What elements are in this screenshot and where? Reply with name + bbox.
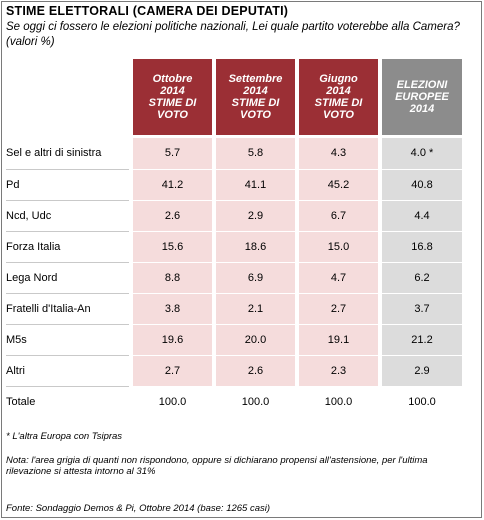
value-cell: 4.7 [295, 262, 380, 294]
header-june-2014: Giugno 2014 STIME DI VOTO [295, 59, 380, 135]
header-line: VOTO [240, 109, 271, 121]
value-cell: 2.6 [129, 200, 214, 232]
header-line: 2014 [409, 103, 435, 115]
header-line: Giugno [319, 73, 358, 85]
value-cell: 2.7 [295, 293, 380, 325]
value-cell: 100.0 [295, 386, 380, 417]
total-label: Totale [6, 386, 131, 417]
value-cell: 19.1 [295, 324, 380, 356]
table-row: Forza Italia 15.6 18.6 15.0 16.8 [6, 231, 462, 263]
table-row: Sel e altri di sinistra 5.7 5.8 4.3 4.0 * [6, 138, 462, 170]
party-name: Lega Nord [6, 262, 131, 294]
value-cell: 41.2 [129, 169, 214, 201]
value-cell: 40.8 [378, 169, 462, 201]
party-name: Sel e altri di sinistra [6, 138, 131, 170]
value-cell: 16.8 [378, 231, 462, 263]
page-title: STIME ELETTORALI (CAMERA DEI DEPUTATI) [6, 4, 289, 18]
value-cell: 15.0 [295, 231, 380, 263]
value-cell: 18.6 [212, 231, 297, 263]
table-row: M5s 19.6 20.0 19.1 21.2 [6, 324, 462, 356]
value-cell: 100.0 [129, 386, 214, 417]
party-name: Altri [6, 355, 131, 387]
header-european-elections-2014: ELEZIONI EUROPEE 2014 [378, 59, 462, 135]
value-cell: 3.7 [378, 293, 462, 325]
total-row: Totale 100.0 100.0 100.0 100.0 [6, 386, 462, 417]
party-name: Fratelli d'Italia-An [6, 293, 131, 325]
source: Fonte: Sondaggio Demos & Pi, Ottobre 201… [6, 503, 271, 514]
value-cell: 2.9 [212, 200, 297, 232]
vote-estimates-table: Ottobre 2014 STIME DI VOTO Settembre 201… [6, 59, 462, 417]
header-line: STIME DI [231, 97, 280, 109]
value-cell: 2.9 [378, 355, 462, 387]
value-cell: 2.1 [212, 293, 297, 325]
header-line: ELEZIONI [396, 79, 448, 91]
table-row: Altri 2.7 2.6 2.3 2.9 [6, 355, 462, 387]
value-cell: 2.7 [129, 355, 214, 387]
table-row: Lega Nord 8.8 6.9 4.7 6.2 [6, 262, 462, 294]
value-cell: 15.6 [129, 231, 214, 263]
header-line: 2014 [243, 85, 268, 97]
header-line: EUROPEE [395, 91, 449, 103]
header-line: VOTO [157, 109, 188, 121]
header-line: Settembre [228, 73, 283, 85]
header-october-2014: Ottobre 2014 STIME DI VOTO [129, 59, 214, 135]
party-name: Pd [6, 169, 131, 201]
table-row: Fratelli d'Italia-An 3.8 2.1 2.7 3.7 [6, 293, 462, 325]
header-line: STIME DI [314, 97, 363, 109]
party-name: Forza Italia [6, 231, 131, 263]
header-september-2014: Settembre 2014 STIME DI VOTO [212, 59, 297, 135]
party-name: M5s [6, 324, 131, 356]
value-cell: 6.9 [212, 262, 297, 294]
value-cell: 21.2 [378, 324, 462, 356]
table-row: Ncd, Udc 2.6 2.9 6.7 4.4 [6, 200, 462, 232]
header-line: STIME DI [148, 97, 197, 109]
value-cell: 3.8 [129, 293, 214, 325]
question-subtitle: Se oggi ci fossero le elezioni politiche… [6, 21, 460, 48]
value-cell: 100.0 [212, 386, 297, 417]
header-line: 2014 [160, 85, 185, 97]
value-cell: 6.2 [378, 262, 462, 294]
value-cell: 20.0 [212, 324, 297, 356]
value-cell: 4.0 * [378, 138, 462, 170]
value-cell: 6.7 [295, 200, 380, 232]
value-cell: 4.3 [295, 138, 380, 170]
value-cell: 4.4 [378, 200, 462, 232]
value-cell: 5.8 [212, 138, 297, 170]
note: Nota: l'area grigia di quanti non rispon… [6, 455, 428, 477]
footnote: * L'altra Europa con Tsipras [6, 431, 123, 442]
value-cell: 2.6 [212, 355, 297, 387]
header-line: Ottobre [152, 73, 193, 85]
value-cell: 45.2 [295, 169, 380, 201]
value-cell: 8.8 [129, 262, 214, 294]
value-cell: 2.3 [295, 355, 380, 387]
header-line: 2014 [326, 85, 351, 97]
header-row: Ottobre 2014 STIME DI VOTO Settembre 201… [6, 59, 462, 135]
table-row: Pd 41.2 41.1 45.2 40.8 [6, 169, 462, 201]
value-cell: 19.6 [129, 324, 214, 356]
value-cell: 100.0 [378, 386, 462, 417]
party-name: Ncd, Udc [6, 200, 131, 232]
header-blank [6, 59, 131, 135]
header-line: VOTO [323, 109, 354, 121]
value-cell: 41.1 [212, 169, 297, 201]
value-cell: 5.7 [129, 138, 214, 170]
